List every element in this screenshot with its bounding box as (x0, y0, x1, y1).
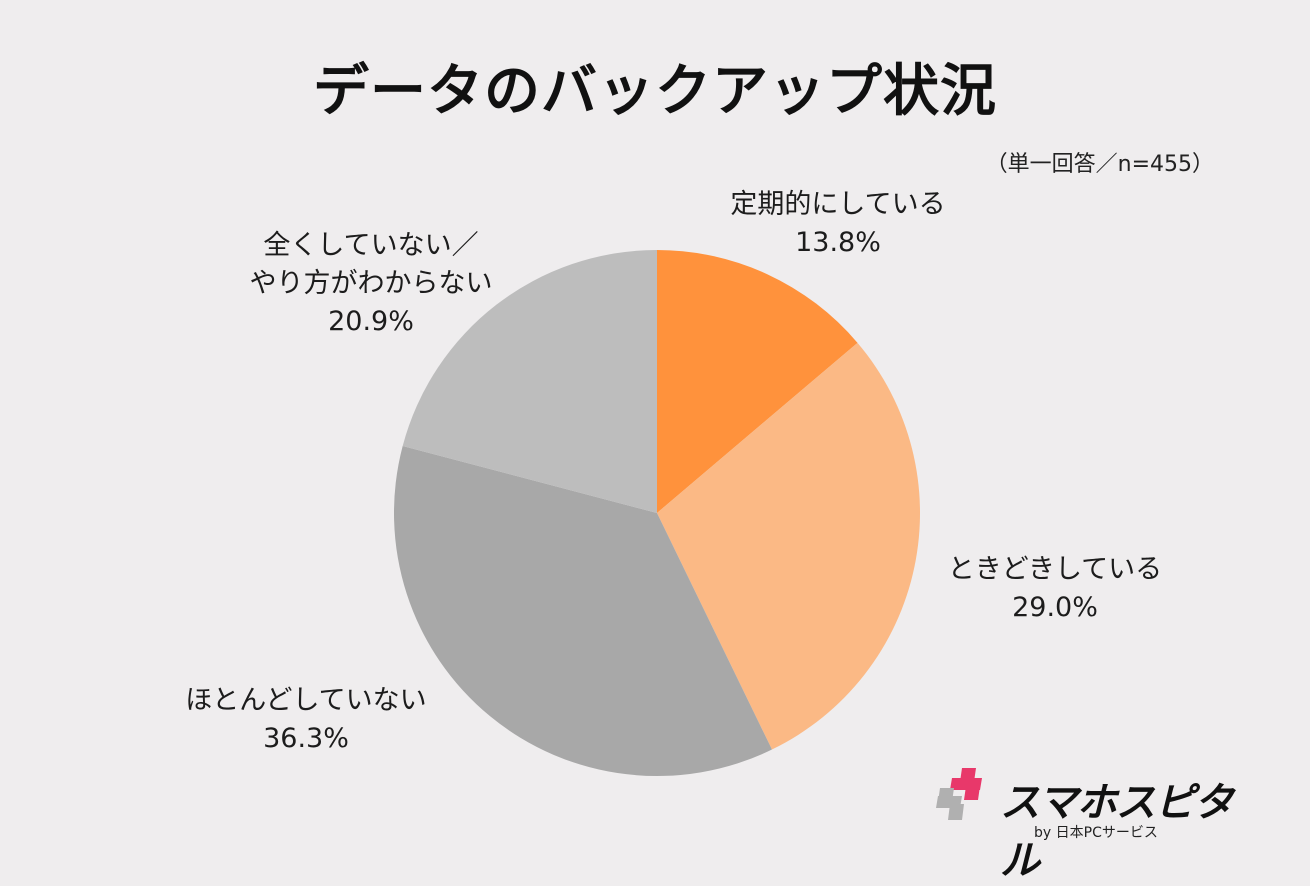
chart-title: データのバックアップ状況 (313, 59, 997, 124)
logo-subtitle: by 日本PCサービス (1034, 825, 1158, 841)
label-name: 定期的にしている (730, 189, 946, 220)
pie-slice-2 (657, 342, 921, 750)
label-never: 全くしていない／ やり方がわからない 20.9% (226, 227, 516, 341)
label-sometimes: ときどきしている 29.0% (935, 551, 1175, 627)
pie-slice-1 (657, 250, 858, 513)
pie-slice-3 (393, 445, 772, 776)
label-name-line2: やり方がわからない (249, 268, 493, 299)
brand-logo: スマホスピタル by 日本PCサービス (934, 766, 1254, 884)
label-pct: 29.0% (1012, 592, 1098, 623)
label-pct: 13.8% (795, 227, 881, 258)
label-name-line1: 全くしていない／ (263, 230, 479, 261)
sample-note: （単一回答／n=455） (985, 152, 1214, 177)
label-name: ほとんどしていない (185, 685, 427, 716)
label-pct: 36.3% (263, 723, 349, 754)
label-name: ときどきしている (947, 554, 1163, 585)
logo-mark-icon (936, 768, 982, 820)
label-regularly: 定期的にしている 13.8% (718, 186, 958, 262)
label-rarely: ほとんどしていない 36.3% (166, 682, 446, 758)
pie-slice-4 (402, 250, 657, 513)
label-pct: 20.9% (328, 306, 414, 337)
